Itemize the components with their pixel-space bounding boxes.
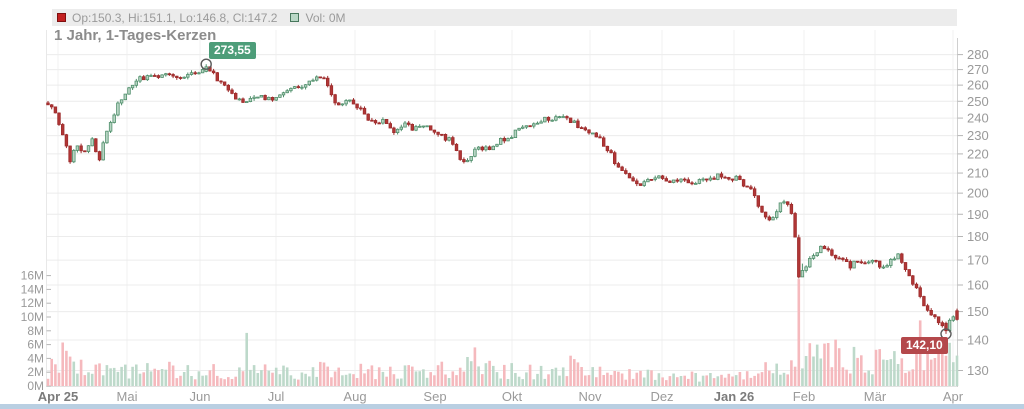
ohlc-swatch-icon bbox=[57, 13, 66, 22]
svg-text:190: 190 bbox=[967, 207, 989, 222]
svg-text:Jun: Jun bbox=[190, 389, 211, 404]
svg-text:10M: 10M bbox=[21, 310, 44, 324]
chart-scrollbar[interactable] bbox=[0, 404, 1024, 409]
svg-text:Apr: Apr bbox=[943, 389, 964, 404]
svg-text:Feb: Feb bbox=[793, 389, 815, 404]
svg-text:Dez: Dez bbox=[650, 389, 673, 404]
axes bbox=[46, 30, 958, 387]
svg-text:Jan 26: Jan 26 bbox=[714, 389, 754, 404]
svg-text:130: 130 bbox=[967, 363, 989, 378]
high-marker-circle bbox=[200, 58, 212, 70]
svg-text:Sep: Sep bbox=[423, 389, 446, 404]
svg-text:Okt: Okt bbox=[502, 389, 523, 404]
svg-text:16M: 16M bbox=[21, 269, 44, 283]
svg-text:220: 220 bbox=[967, 146, 989, 161]
svg-text:180: 180 bbox=[967, 229, 989, 244]
svg-text:6M: 6M bbox=[27, 338, 44, 352]
svg-text:8M: 8M bbox=[27, 324, 44, 338]
svg-text:Jul: Jul bbox=[268, 389, 285, 404]
svg-text:Nov: Nov bbox=[578, 389, 602, 404]
high-price-badge: 273,55 bbox=[209, 42, 256, 59]
svg-text:170: 170 bbox=[967, 253, 989, 268]
svg-text:0M: 0M bbox=[27, 379, 44, 393]
svg-text:260: 260 bbox=[967, 78, 989, 93]
x-axis: Apr 25 Mai Jun Jul Aug Sep Okt Nov Dez Jan 26 Feb M… bbox=[38, 389, 964, 404]
svg-text:12M: 12M bbox=[21, 296, 44, 310]
vertical-gridlines bbox=[57, 30, 954, 386]
svg-text:2M: 2M bbox=[27, 365, 44, 379]
volume-legend-text: Vol: 0M bbox=[305, 10, 346, 25]
svg-text:140: 140 bbox=[967, 332, 989, 347]
svg-text:270: 270 bbox=[967, 62, 989, 77]
svg-text:Apr 25: Apr 25 bbox=[38, 389, 78, 404]
svg-text:4M: 4M bbox=[27, 351, 44, 365]
chart-title: 1 Jahr, 1-Tages-Kerzen bbox=[54, 27, 217, 44]
ohlc-legend-text: Op:150.3, Hi:151.1, Lo:146.8, Cl:147.2 bbox=[72, 10, 278, 25]
volume-bars bbox=[46, 279, 959, 386]
svg-text:160: 160 bbox=[967, 278, 989, 293]
svg-text:250: 250 bbox=[967, 94, 989, 109]
svg-text:240: 240 bbox=[967, 111, 989, 126]
svg-text:280: 280 bbox=[967, 47, 989, 62]
svg-text:Aug: Aug bbox=[343, 389, 366, 404]
chart-legend: Op:150.3, Hi:151.1, Lo:146.8, Cl:147.2 V… bbox=[52, 9, 957, 26]
horizontal-gridlines bbox=[46, 54, 957, 371]
svg-text:230: 230 bbox=[967, 128, 989, 143]
svg-text:Mai: Mai bbox=[117, 389, 138, 404]
svg-text:200: 200 bbox=[967, 186, 989, 201]
svg-text:150: 150 bbox=[967, 304, 989, 319]
low-price-badge: 142,10 bbox=[901, 337, 948, 354]
svg-text:Mär: Mär bbox=[864, 389, 887, 404]
candles bbox=[46, 64, 959, 334]
volume-swatch-icon bbox=[290, 13, 300, 22]
svg-text:210: 210 bbox=[967, 166, 989, 181]
svg-text:14M: 14M bbox=[21, 282, 44, 296]
